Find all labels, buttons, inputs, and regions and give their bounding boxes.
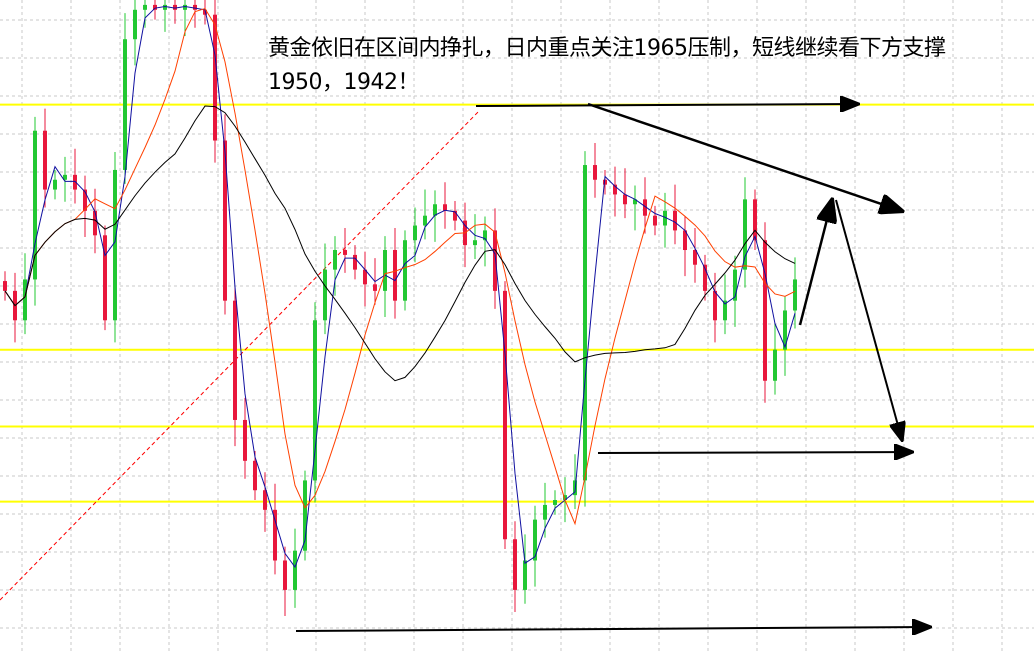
candle-body	[673, 210, 677, 231]
candle-body	[503, 290, 507, 540]
candle-body	[283, 560, 287, 590]
candle-body	[313, 320, 317, 481]
candle-body	[213, 14, 217, 141]
support-resistance-levels	[0, 103, 1034, 503]
candle-body	[383, 250, 387, 291]
candle-body	[653, 215, 657, 226]
candle-body	[193, 4, 197, 10]
candle-body	[753, 199, 757, 241]
candle-body	[203, 9, 207, 15]
candle-body	[373, 284, 377, 291]
candle-body	[183, 4, 187, 10]
candle-body	[403, 240, 407, 301]
candle-body	[223, 140, 227, 301]
ma-fast-line	[4, 6, 796, 569]
arrow-top-level	[475, 104, 858, 106]
candle-body	[393, 250, 397, 301]
candle-body	[733, 269, 737, 301]
candle-body	[563, 495, 567, 501]
ma-slow-line	[4, 105, 796, 382]
candle-body	[83, 189, 87, 211]
candle-body	[723, 300, 727, 321]
ma-mid-line	[4, 7, 796, 526]
candle-body	[333, 250, 337, 270]
candle-body	[173, 4, 177, 10]
candle-body	[113, 169, 117, 321]
candle-body	[583, 165, 587, 481]
candle-body	[353, 254, 357, 270]
candle-body	[743, 199, 747, 270]
candle-body	[473, 240, 477, 246]
dashed-trendline	[0, 109, 481, 601]
candle-body	[133, 9, 137, 40]
candle-body	[693, 250, 697, 265]
arrow-down-trend	[587, 102, 902, 211]
candle-body	[533, 519, 537, 561]
candle-body	[623, 194, 627, 205]
candle-body	[63, 174, 67, 180]
candle-body	[253, 460, 257, 491]
candle-body	[433, 204, 437, 216]
candle-body	[613, 184, 617, 195]
candle-body	[233, 300, 237, 420]
candle-body	[293, 550, 297, 590]
candle-body	[123, 39, 127, 170]
arrow-up-move	[798, 200, 832, 326]
candle-body	[593, 165, 597, 180]
candle-body	[423, 215, 427, 226]
arrow-down-move	[835, 199, 902, 440]
candle-body	[43, 130, 47, 190]
candle-body	[793, 279, 797, 311]
candle-body	[363, 269, 367, 285]
candle-body	[303, 480, 307, 551]
candle-body	[143, 4, 147, 10]
arrow-mid-support	[597, 452, 912, 453]
candle-body	[163, 4, 167, 10]
candle-body	[713, 290, 717, 321]
annotation-arrows	[295, 102, 930, 631]
moving-averages	[4, 6, 796, 569]
candle-body	[553, 500, 557, 505]
candle-body	[493, 230, 497, 291]
candle-body	[413, 225, 417, 241]
candle-body	[633, 199, 637, 205]
candle-body	[663, 210, 667, 226]
candle-body	[703, 264, 707, 291]
candle-body	[273, 509, 277, 561]
candle-body	[33, 130, 37, 280]
arrow-bottom-support	[295, 627, 930, 631]
candle-body	[3, 281, 7, 291]
candle-body	[243, 419, 247, 461]
candle-body	[773, 349, 777, 381]
candle-body	[603, 179, 607, 185]
candle-body	[453, 210, 457, 221]
candle-body	[683, 230, 687, 251]
candle-body	[483, 230, 487, 241]
candle-body	[263, 490, 267, 510]
candle-body	[323, 269, 327, 321]
candle-body	[643, 199, 647, 216]
candle-body	[513, 539, 517, 590]
candle-body	[103, 235, 107, 321]
candle-body	[23, 279, 27, 321]
candle-body	[53, 179, 57, 190]
candle-body	[523, 560, 527, 590]
annotation-text: 黄金依旧在区间内挣扎，日内重点关注1965压制，短线继续看下方支撑1950，19…	[268, 36, 946, 95]
candle-body	[763, 240, 767, 381]
candle-body	[443, 204, 447, 211]
candle-body	[93, 210, 97, 236]
candle-body	[73, 174, 77, 190]
candle-body	[543, 504, 547, 520]
candle-body	[783, 310, 787, 350]
candle-body	[153, 4, 157, 10]
candle-body	[343, 250, 347, 255]
